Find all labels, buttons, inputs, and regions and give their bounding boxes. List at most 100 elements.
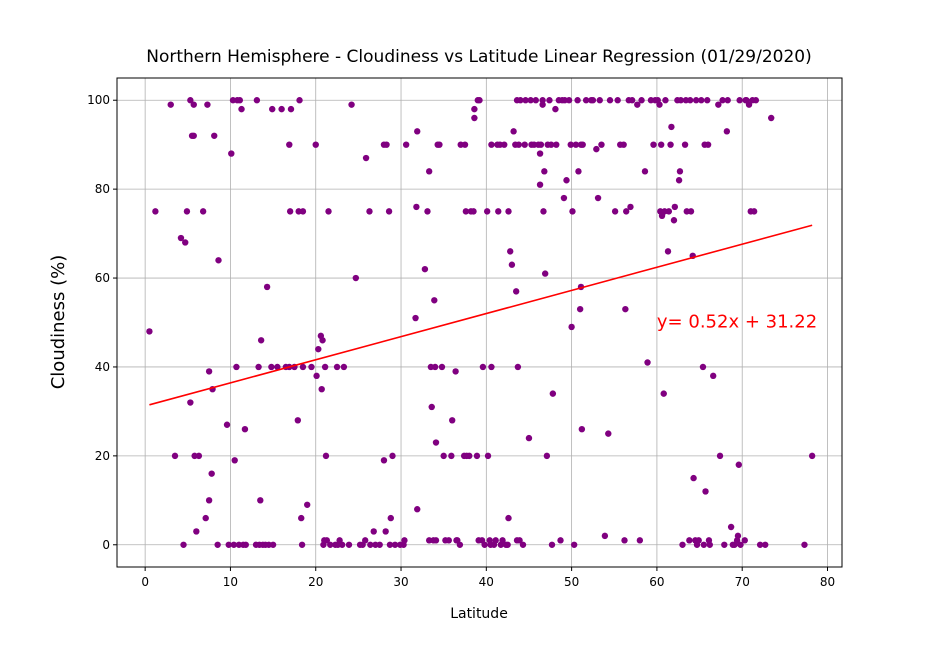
data-point	[462, 208, 470, 215]
data-point	[557, 537, 564, 544]
data-point	[308, 363, 315, 371]
data-point	[593, 145, 600, 153]
data-point	[318, 385, 325, 393]
data-point	[541, 168, 548, 175]
data-point	[333, 363, 341, 371]
data-point	[517, 97, 524, 104]
data-point	[522, 97, 529, 104]
data-point	[448, 452, 455, 460]
data-point	[553, 141, 560, 148]
data-point	[736, 97, 743, 104]
data-point	[278, 105, 285, 113]
data-point	[304, 501, 311, 508]
regression-equation: y= 0.52x + 31.22	[657, 311, 817, 332]
x-tick-label: 40	[479, 575, 494, 589]
data-point	[362, 154, 370, 162]
data-point	[146, 328, 153, 335]
plot-content	[146, 97, 816, 548]
data-point	[312, 141, 319, 148]
data-point	[389, 452, 396, 460]
data-point	[296, 97, 303, 104]
data-point	[183, 208, 191, 215]
data-point	[605, 430, 612, 437]
data-point	[476, 97, 483, 104]
data-point	[195, 452, 203, 460]
data-point	[215, 257, 222, 264]
data-point	[735, 461, 742, 468]
y-tick-label: 60	[95, 271, 110, 285]
data-point	[641, 168, 649, 175]
data-point	[225, 541, 232, 548]
data-point	[514, 363, 522, 371]
data-point	[428, 403, 435, 411]
data-point	[167, 101, 174, 108]
data-point	[681, 141, 689, 148]
data-point	[565, 97, 573, 104]
data-point	[414, 506, 421, 513]
data-point	[662, 97, 669, 104]
data-point	[370, 528, 377, 535]
data-point	[255, 363, 262, 371]
data-point	[413, 203, 420, 211]
data-point	[268, 363, 275, 371]
data-point	[366, 208, 373, 215]
data-point	[686, 537, 693, 544]
data-point	[664, 248, 672, 255]
data-point	[601, 532, 609, 540]
data-point	[338, 541, 346, 548]
data-point	[352, 274, 360, 282]
data-point	[488, 363, 495, 371]
y-axis-label: Cloudiness (%)	[48, 255, 69, 390]
data-point	[521, 141, 528, 148]
data-point	[667, 141, 674, 148]
data-point	[507, 248, 514, 255]
data-point	[572, 141, 580, 148]
data-point	[193, 528, 200, 535]
data-point	[750, 208, 758, 215]
data-point	[723, 128, 731, 135]
data-point	[362, 537, 369, 544]
data-point	[505, 208, 512, 215]
data-point	[569, 208, 576, 215]
data-point	[519, 541, 527, 548]
data-point	[452, 368, 459, 375]
data-point	[387, 514, 394, 522]
data-point	[325, 208, 332, 215]
data-point	[549, 390, 557, 397]
data-point	[313, 372, 320, 380]
data-point	[367, 541, 374, 548]
x-tick-label: 70	[735, 575, 750, 589]
data-point	[228, 150, 235, 157]
data-point	[499, 537, 506, 544]
data-point	[737, 541, 744, 548]
data-point	[319, 337, 326, 344]
y-tick-label: 80	[95, 182, 110, 196]
x-axis-label: Latitude	[450, 606, 508, 622]
data-point	[190, 132, 197, 139]
data-point	[199, 208, 207, 215]
chart-title: Northern Hemisphere - Cloudiness vs Lati…	[146, 47, 812, 67]
data-point	[223, 421, 231, 428]
data-point	[321, 363, 329, 371]
x-tick-label: 10	[223, 575, 238, 589]
data-point	[481, 541, 488, 548]
data-point	[431, 297, 438, 304]
data-point	[578, 425, 586, 433]
data-point	[657, 141, 665, 148]
data-point	[274, 363, 281, 371]
data-point	[187, 97, 194, 104]
data-point	[432, 439, 440, 446]
data-point	[579, 141, 586, 148]
data-point	[636, 537, 644, 544]
data-point	[692, 97, 700, 104]
data-point	[594, 194, 602, 202]
data-point	[704, 97, 711, 104]
data-point	[299, 208, 307, 215]
data-point	[230, 541, 238, 548]
data-point	[424, 208, 431, 215]
data-point	[263, 283, 271, 291]
data-point	[386, 541, 394, 548]
data-point	[687, 208, 695, 215]
data-point	[508, 261, 516, 268]
